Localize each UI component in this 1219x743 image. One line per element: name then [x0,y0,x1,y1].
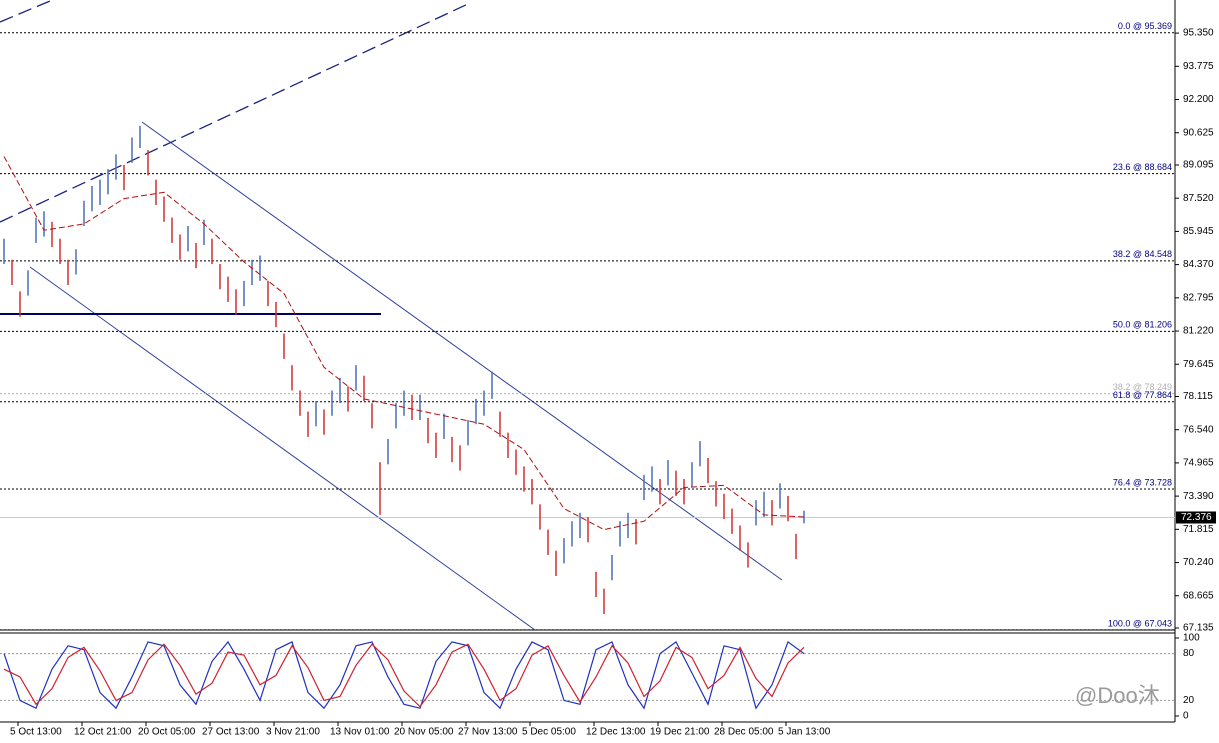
fib-label: 23.6 @ 88.684 [1113,162,1172,172]
stochastic-line [3,640,805,710]
y-tick-label: 82.795 [1183,292,1214,303]
x-tick-label: 13 Nov 01:00 [330,727,390,738]
y-tick-label: 93.775 [1183,61,1214,72]
y-tick-label: 81.220 [1183,326,1214,337]
x-tick-label: 19 Dec 21:00 [650,727,710,738]
fib-label: 61.8 @ 77.864 [1113,390,1172,400]
fib-label: 38.2 @ 84.548 [1113,249,1172,259]
x-tick-label: 27 Oct 13:00 [202,727,260,738]
y-tick-label: 85.945 [1183,226,1214,237]
y-tick-label: 70.240 [1183,557,1214,568]
trend-dashed [0,2,471,223]
channel-upper [141,121,783,581]
trend-dashed [0,0,51,23]
y-tick-label: 76.540 [1183,424,1214,435]
y-tick-label: 74.965 [1183,458,1214,469]
y-tick-label: 90.625 [1183,127,1214,138]
channel-lower [29,266,536,631]
fib-label: 50.0 @ 81.206 [1113,320,1172,330]
stochastic-panel: 100 80 20 0 [0,633,1200,722]
moving-average [3,156,805,531]
x-tick-label: 20 Oct 05:00 [138,727,196,738]
x-tick-label: 5 Jan 13:00 [778,727,831,738]
x-tick-label: 12 Dec 13:00 [586,727,646,738]
price-panel: 95.350 93.775 92.200 90.625 89.095 87.520 85.9… [0,21,1216,738]
y-tick-label: 84.370 [1183,259,1214,270]
fib-label: 0.0 @ 95.369 [1118,21,1172,31]
last-price-box [1176,511,1216,524]
y-tick-label: 100 [1183,633,1200,644]
y-tick-label: 71.815 [1183,524,1214,535]
y-tick-label: 89.095 [1183,160,1214,171]
y-tick-label: 0 [1183,711,1189,722]
last-price-label: 72.376 [1181,512,1212,523]
fib-label: 38.2 @ 78.249 [1113,382,1172,392]
x-tick-label: 20 Nov 05:00 [394,727,454,738]
y-tick-label: 92.200 [1183,94,1214,105]
y-tick-label: 20 [1183,695,1195,706]
x-tick-label: 27 Nov 13:00 [458,727,518,738]
watermark: @Doo沐 [1075,683,1160,708]
fib-label: 100.0 @ 67.043 [1108,618,1172,628]
y-tick-label: 79.645 [1183,359,1214,370]
x-tick-label: 5 Oct 13:00 [10,727,62,738]
x-tick-label: 12 Oct 21:00 [74,727,132,738]
x-tick-label: 5 Dec 05:00 [522,727,576,738]
x-tick-label: 3 Nov 21:00 [266,727,320,738]
y-tick-label: 87.520 [1183,193,1214,204]
y-tick-label: 67.135 [1183,623,1214,634]
x-tick-label: 28 Dec 05:00 [714,727,774,738]
stochastic-line [3,643,805,708]
y-tick-label: 80 [1183,648,1195,659]
y-tick-label: 95.350 [1183,28,1214,39]
y-tick-label: 68.665 [1183,590,1214,601]
fib-label: 76.4 @ 73.728 [1113,477,1172,487]
y-tick-label: 78.115 [1183,391,1213,402]
y-tick-label: 73.390 [1183,491,1214,502]
